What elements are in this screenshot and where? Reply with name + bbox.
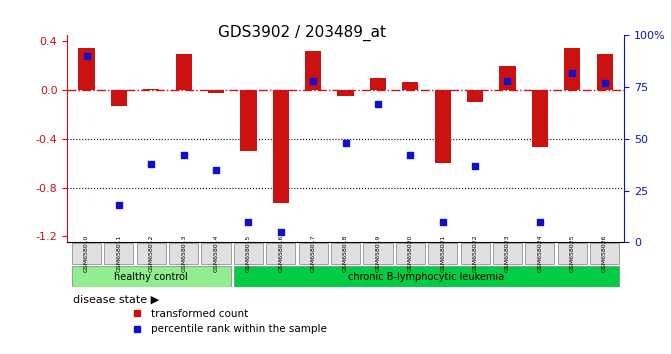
Bar: [79, 47, 95, 90]
Legend: transformed count, percentile rank within the sample: transformed count, percentile rank withi…: [128, 305, 331, 338]
Point: [437, 219, 448, 224]
FancyBboxPatch shape: [72, 243, 101, 264]
Point: [470, 163, 480, 169]
Bar: [143, 89, 160, 90]
FancyBboxPatch shape: [525, 243, 554, 264]
Bar: [499, 66, 515, 90]
Text: GSM658025: GSM658025: [570, 235, 575, 272]
FancyBboxPatch shape: [558, 243, 587, 264]
FancyBboxPatch shape: [460, 243, 490, 264]
Text: healthy control: healthy control: [115, 272, 188, 282]
Point: [599, 80, 610, 86]
Point: [275, 229, 286, 235]
FancyBboxPatch shape: [428, 243, 457, 264]
Bar: [208, 90, 224, 93]
Text: GSM658026: GSM658026: [602, 235, 607, 272]
Text: GSM658011: GSM658011: [116, 235, 121, 272]
Text: GSM658020: GSM658020: [408, 235, 413, 272]
Point: [81, 53, 92, 59]
Bar: [467, 90, 483, 102]
Point: [243, 219, 254, 224]
FancyBboxPatch shape: [590, 243, 619, 264]
Bar: [176, 54, 192, 90]
Text: GSM658010: GSM658010: [84, 235, 89, 272]
Bar: [338, 90, 354, 96]
Point: [502, 78, 513, 84]
FancyBboxPatch shape: [299, 243, 327, 264]
Bar: [402, 82, 419, 90]
Text: GSM658018: GSM658018: [343, 235, 348, 272]
Text: GSM658015: GSM658015: [246, 235, 251, 272]
FancyBboxPatch shape: [104, 243, 134, 264]
FancyBboxPatch shape: [169, 243, 198, 264]
Point: [372, 101, 383, 107]
Bar: [305, 51, 321, 90]
Bar: [597, 54, 613, 90]
Point: [405, 153, 416, 158]
FancyBboxPatch shape: [331, 243, 360, 264]
FancyBboxPatch shape: [72, 266, 231, 287]
Bar: [564, 47, 580, 90]
FancyBboxPatch shape: [493, 243, 522, 264]
Point: [340, 140, 351, 146]
Text: GSM658019: GSM658019: [376, 235, 380, 272]
Bar: [111, 90, 127, 106]
Point: [211, 167, 221, 173]
FancyBboxPatch shape: [137, 243, 166, 264]
Text: chronic B-lymphocytic leukemia: chronic B-lymphocytic leukemia: [348, 272, 505, 282]
FancyBboxPatch shape: [234, 243, 263, 264]
Text: GSM658022: GSM658022: [472, 235, 478, 272]
Text: GSM658017: GSM658017: [311, 235, 315, 272]
FancyBboxPatch shape: [234, 266, 619, 287]
Text: GSM658016: GSM658016: [278, 235, 283, 272]
Point: [113, 202, 124, 208]
Text: GSM658014: GSM658014: [213, 235, 219, 272]
FancyBboxPatch shape: [201, 243, 231, 264]
Point: [567, 70, 578, 75]
Point: [178, 153, 189, 158]
Bar: [272, 90, 289, 203]
Text: GDS3902 / 203489_at: GDS3902 / 203489_at: [218, 25, 386, 41]
Text: disease state ▶: disease state ▶: [72, 295, 159, 305]
FancyBboxPatch shape: [396, 243, 425, 264]
Text: GSM658021: GSM658021: [440, 235, 445, 272]
Text: GSM658024: GSM658024: [537, 235, 542, 272]
Bar: [435, 90, 451, 163]
Text: GSM658012: GSM658012: [149, 235, 154, 272]
Point: [146, 161, 156, 166]
Point: [535, 219, 546, 224]
Bar: [370, 78, 386, 90]
Text: GSM658023: GSM658023: [505, 235, 510, 272]
Text: GSM658013: GSM658013: [181, 235, 186, 272]
FancyBboxPatch shape: [266, 243, 295, 264]
Bar: [531, 90, 548, 147]
Bar: [240, 90, 256, 151]
FancyBboxPatch shape: [364, 243, 393, 264]
Point: [308, 78, 319, 84]
